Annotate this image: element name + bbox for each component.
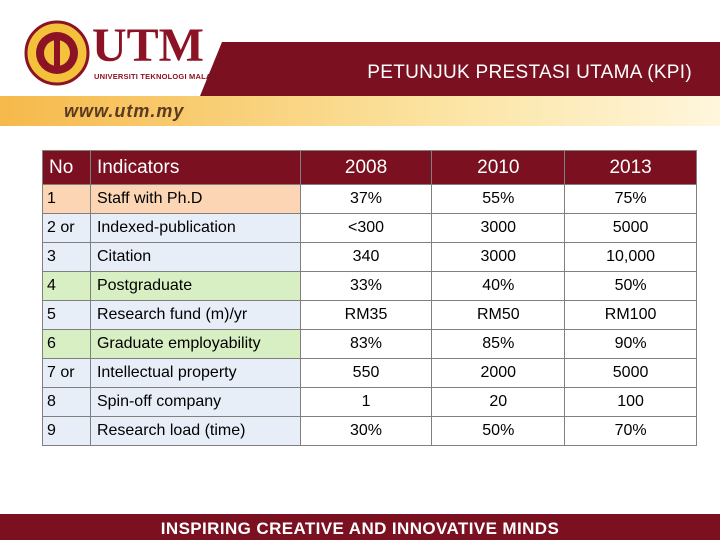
target-value: 10,000 (564, 242, 697, 272)
target-value: RM50 (431, 300, 566, 330)
row-number: 9 (42, 416, 91, 446)
footer-band (0, 514, 720, 540)
logo-emblem (24, 20, 90, 86)
table-row: 4 Postgraduate 33% 40% 50% (42, 271, 697, 301)
header-band (222, 42, 720, 96)
header-row: No Indicators 2008 2010 2013 (42, 150, 697, 185)
logo-subtitle: UNIVERSITI TEKNOLOGI MALAYSIA (94, 72, 230, 81)
target-value: RM35 (299, 300, 433, 330)
kpi-table: No Indicators 2008 2010 2013 1 Staff with Ph.D… (42, 150, 697, 446)
row-number: 4 (42, 271, 91, 301)
target-value: 550 (299, 358, 433, 388)
indicator: Intellectual property (89, 358, 301, 388)
row-number: 1 (42, 184, 91, 214)
target-value: 340 (299, 242, 433, 272)
target-value: 55% (431, 184, 566, 214)
table-row: 9 Research load (time) 30% 50% 70% (42, 416, 697, 446)
table-row: 7 or Intellectual property 550 2000 5000 (42, 358, 697, 388)
column-header: No (42, 150, 91, 185)
indicator: Postgraduate (89, 271, 301, 301)
table-row: 1 Staff with Ph.D 37% 55% 75% (42, 184, 697, 214)
table-row: 5 Research fund (m)/yr RM35 RM50 RM100 (42, 300, 697, 330)
column-header: Indicators (89, 150, 301, 185)
slide-title: PETUNJUK PRESTASI UTAMA (KPI) (367, 62, 692, 83)
row-number: 7 or (42, 358, 91, 388)
target-value: 50% (431, 416, 566, 446)
target-value: 1 (299, 387, 433, 417)
url-strip (0, 96, 720, 126)
target-value: 100 (564, 387, 697, 417)
target-value: 83% (299, 329, 433, 359)
target-value: RM100 (564, 300, 697, 330)
target-value: <300 (299, 213, 433, 243)
indicator: Research load (time) (89, 416, 301, 446)
logo-text: UTM (92, 19, 204, 72)
target-value: 5000 (564, 358, 697, 388)
indicator: Graduate employability (89, 329, 301, 359)
column-header: 2008 (299, 150, 433, 185)
row-number: 6 (42, 329, 91, 359)
indicator: Research fund (m)/yr (89, 300, 301, 330)
target-value: 30% (299, 416, 433, 446)
target-value: 3000 (431, 242, 566, 272)
target-value: 70% (564, 416, 697, 446)
indicator: Indexed-publication (89, 213, 301, 243)
column-header: 2013 (564, 150, 697, 185)
column-header: 2010 (431, 150, 566, 185)
target-value: 50% (564, 271, 697, 301)
target-value: 3000 (431, 213, 566, 243)
tagline: INSPIRING CREATIVE AND INNOVATIVE MINDS (160, 519, 560, 538)
table-row: 3 Citation 340 3000 10,000 (42, 242, 697, 272)
target-value: 2000 (431, 358, 566, 388)
indicator: Spin-off company (89, 387, 301, 417)
table-row: 2 or Indexed-publication <300 3000 5000 (42, 213, 697, 243)
target-value: 75% (564, 184, 697, 214)
target-value: 20 (431, 387, 566, 417)
target-value: 40% (431, 271, 566, 301)
target-value: 5000 (564, 213, 697, 243)
header-band-edge (200, 42, 222, 96)
target-value: 33% (299, 271, 433, 301)
row-number: 2 or (42, 213, 91, 243)
table-row: 6 Graduate employability 83% 85% 90% (42, 329, 697, 359)
row-number: 3 (42, 242, 91, 272)
row-number: 8 (42, 387, 91, 417)
url: www.utm.my (64, 101, 185, 121)
target-value: 90% (564, 329, 697, 359)
target-value: 85% (431, 329, 566, 359)
table-row: 8 Spin-off company 1 20 100 (42, 387, 697, 417)
indicator: Citation (89, 242, 301, 272)
indicator: Staff with Ph.D (89, 184, 301, 214)
row-number: 5 (42, 300, 91, 330)
target-value: 37% (299, 184, 433, 214)
